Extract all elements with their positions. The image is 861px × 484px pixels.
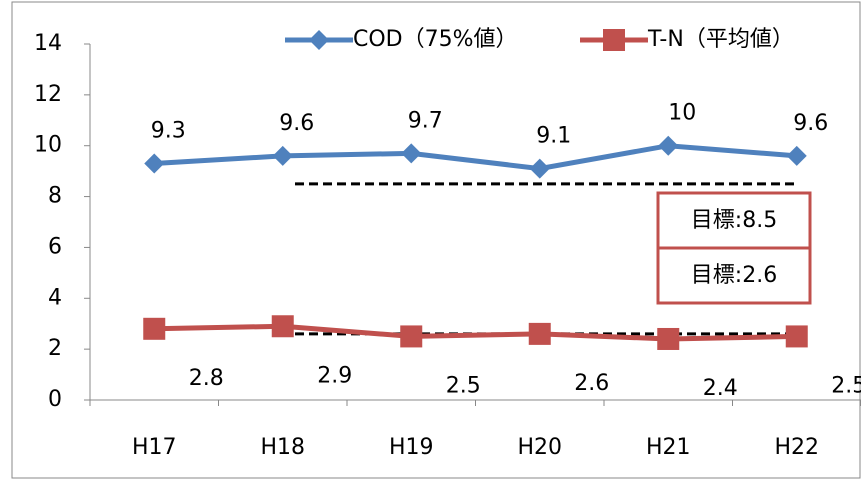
marker — [400, 325, 422, 347]
y-tick-label: 2 — [48, 336, 62, 361]
y-tick-label: 6 — [48, 234, 62, 259]
marker — [272, 315, 294, 337]
target-label: 目標:2.6 — [691, 263, 777, 288]
data-label: 2.8 — [189, 366, 224, 391]
x-tick-label: H18 — [260, 435, 305, 460]
x-tick-label: H17 — [132, 435, 177, 460]
x-tick-label: H22 — [774, 435, 819, 460]
x-tick-label: H21 — [646, 435, 691, 460]
data-label: 2.5 — [831, 373, 861, 398]
marker — [657, 328, 679, 350]
marker — [529, 323, 551, 345]
x-tick-label: H20 — [517, 435, 562, 460]
target-label: 目標:8.5 — [691, 208, 777, 233]
x-tick-label: H19 — [389, 435, 434, 460]
marker — [786, 325, 808, 347]
data-label: 9.6 — [279, 111, 314, 136]
y-tick-label: 8 — [48, 184, 62, 209]
data-label: 2.4 — [703, 376, 738, 401]
data-label: 2.5 — [446, 373, 481, 398]
data-label: 9.6 — [793, 111, 828, 136]
legend-label: T-N（平均値） — [647, 27, 794, 52]
data-label: 2.6 — [574, 371, 609, 396]
data-label: 9.7 — [408, 108, 443, 133]
data-label: 9.3 — [151, 119, 186, 144]
legend-label: COD（75%値） — [353, 27, 518, 52]
y-tick-label: 14 — [34, 31, 62, 56]
y-tick-label: 4 — [48, 285, 62, 310]
legend-marker — [603, 29, 625, 51]
data-label: 10 — [668, 101, 696, 126]
y-tick-label: 0 — [48, 387, 62, 412]
y-tick-label: 12 — [34, 82, 62, 107]
y-tick-label: 10 — [34, 133, 62, 158]
data-label: 9.1 — [536, 124, 571, 149]
data-label: 2.9 — [317, 363, 352, 388]
marker — [143, 318, 165, 340]
